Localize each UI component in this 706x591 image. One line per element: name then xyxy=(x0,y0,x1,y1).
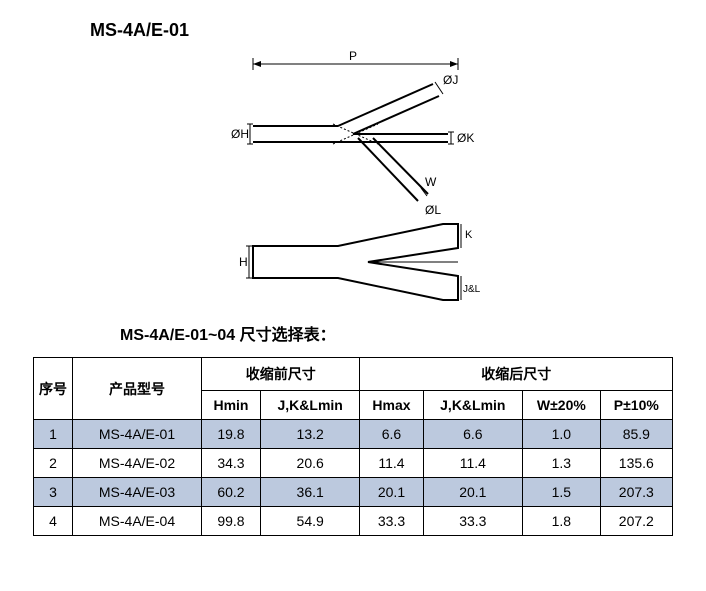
label-oh: ØH xyxy=(231,127,249,141)
breakout-diagram: P ØH ØJ ØK xyxy=(203,46,503,306)
table-row: 3MS-4A/E-03 60.236.1 20.120.1 1.5207.3 xyxy=(34,478,673,507)
table-title: MS-4A/E-01~04 尺寸选择表： xyxy=(120,321,676,345)
label-w: W xyxy=(425,175,437,189)
th-p: P±10% xyxy=(600,391,672,420)
th-after: 收缩后尺寸 xyxy=(360,358,673,391)
table-row: 4MS-4A/E-04 99.854.9 33.333.3 1.8207.2 xyxy=(34,507,673,536)
label-ol: ØL xyxy=(425,203,441,217)
label-oj: ØJ xyxy=(443,73,458,87)
label-k: K xyxy=(465,229,473,241)
table-row: 1MS-4A/E-01 19.813.2 6.66.6 1.085.9 xyxy=(34,420,673,449)
label-p: P xyxy=(349,49,357,63)
label-h: H xyxy=(239,255,248,269)
diagram-container: P ØH ØJ ØK xyxy=(30,46,676,311)
th-w: W±20% xyxy=(523,391,601,420)
top-view xyxy=(253,224,458,300)
th-before: 收缩前尺寸 xyxy=(202,358,360,391)
spec-table: 序号 产品型号 收缩前尺寸 收缩后尺寸 Hmin J,K&Lmin Hmax J… xyxy=(33,357,673,536)
label-jl: J&L xyxy=(463,284,481,295)
table-row: 2MS-4A/E-02 34.320.6 11.411.4 1.3135.6 xyxy=(34,449,673,478)
page-title: MS-4A/E-01 xyxy=(90,20,676,41)
side-view xyxy=(253,84,448,201)
label-ok: ØK xyxy=(457,131,474,145)
th-hmin: Hmin xyxy=(202,391,261,420)
th-seq: 序号 xyxy=(34,358,73,420)
th-hmax: Hmax xyxy=(360,391,423,420)
th-jklmin2: J,K&Lmin xyxy=(423,391,523,420)
th-jklmin: J,K&Lmin xyxy=(260,391,360,420)
th-model: 产品型号 xyxy=(73,358,202,420)
